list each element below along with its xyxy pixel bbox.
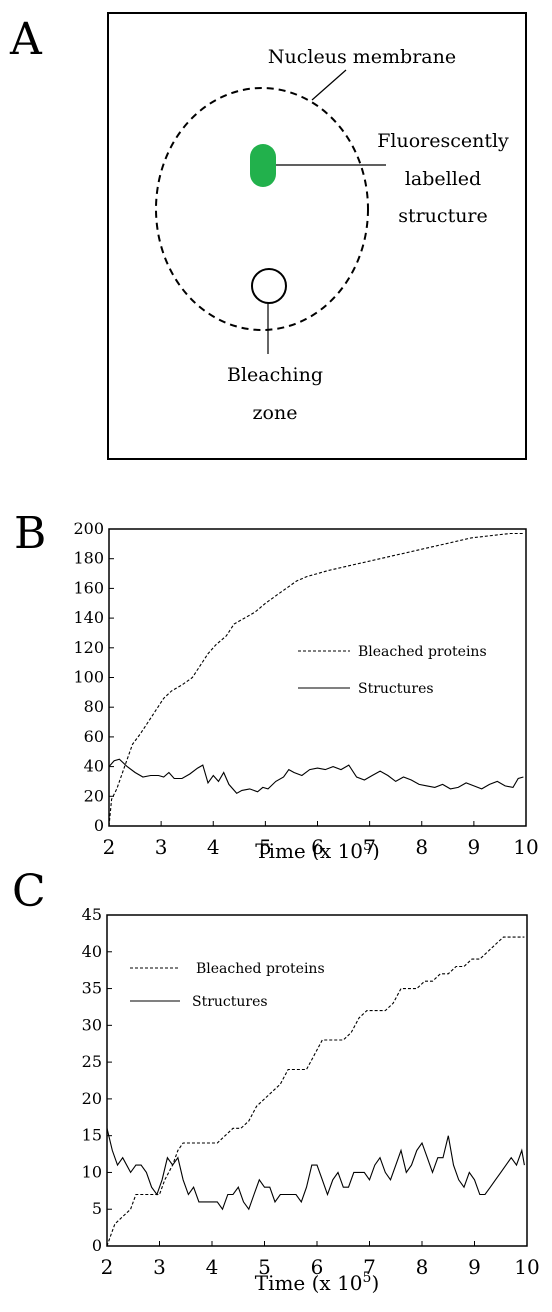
x-tick-label: 2 xyxy=(103,835,116,859)
y-tick-label: 35 xyxy=(82,979,102,998)
plot-frame xyxy=(108,528,527,827)
y-tick-label: 0 xyxy=(92,1236,102,1255)
x-tick-label: 10 xyxy=(513,835,538,859)
y-tick-label: 0 xyxy=(94,816,104,835)
y-tick-label: 30 xyxy=(82,1015,102,1034)
x-axis-label: Time (x 105) xyxy=(255,1270,380,1295)
series-line-structures xyxy=(106,1128,525,1211)
membrane-leader-line xyxy=(311,69,347,101)
y-tick-label: 200 xyxy=(73,519,104,538)
y-tick-label: 180 xyxy=(73,549,104,568)
x-tick-label: 8 xyxy=(416,1255,429,1279)
x-tick-label: 8 xyxy=(415,835,428,859)
x-tick-label: 6 xyxy=(311,1255,324,1279)
bleaching-zone xyxy=(251,268,287,304)
panel-label-c: C xyxy=(12,866,46,917)
nucleus-membrane xyxy=(155,87,369,331)
x-tick-label: 5 xyxy=(258,1255,271,1279)
chart-b: 0 20 40 60 80 100 120 140 160 180 200 2 3 4 5 6 7 8 9 10 Tim… xyxy=(73,519,538,860)
x-tick-label: 3 xyxy=(155,835,168,859)
legend-entry: Structures xyxy=(192,994,268,1010)
diagram-frame xyxy=(107,12,527,460)
y-tick-label: 20 xyxy=(82,1089,102,1108)
structure-label-line-3: structure xyxy=(398,205,488,227)
legend-entry: Bleached proteins xyxy=(196,961,325,977)
y-tick-label: 15 xyxy=(82,1126,102,1145)
y-tick-label: 140 xyxy=(73,608,104,627)
y-tick-label: 45 xyxy=(82,905,102,924)
y-tick-label: 60 xyxy=(84,727,104,746)
y-tick-label: 25 xyxy=(82,1052,102,1071)
panel-label-a: A xyxy=(10,14,42,65)
y-tick-label: 5 xyxy=(92,1199,102,1218)
x-tick-label: 9 xyxy=(468,1255,481,1279)
series-line-bleached-proteins xyxy=(108,532,524,827)
panel-label-b: B xyxy=(14,508,47,559)
y-tick-label: 10 xyxy=(82,1162,102,1181)
structure-label-line-1: Fluorescently xyxy=(377,130,509,152)
x-tick-label: 7 xyxy=(363,1255,376,1279)
membrane-label: Nucleus membrane xyxy=(268,46,456,68)
legend-entry: Structures xyxy=(358,681,434,697)
x-axis-label: Time (x 105) xyxy=(255,838,380,860)
bleach-label-line-2: zone xyxy=(253,402,298,424)
x-tick-label: 10 xyxy=(514,1255,539,1279)
y-tick-label: 40 xyxy=(84,757,104,776)
series-line-bleached-proteins xyxy=(106,936,525,1247)
nucleus-diagram: Nucleus membrane Fluorescently labelled … xyxy=(107,12,527,460)
bleach-label-line-1: Bleaching xyxy=(227,364,323,386)
y-tick-label: 120 xyxy=(73,638,104,657)
x-tick-label: 4 xyxy=(207,835,220,859)
y-tick-label: 80 xyxy=(84,697,104,716)
fluorescent-structure xyxy=(250,144,276,187)
series-line-structures xyxy=(108,758,524,794)
x-tick-label: 4 xyxy=(206,1255,219,1279)
y-tick-label: 160 xyxy=(73,578,104,597)
y-tick-label: 40 xyxy=(82,942,102,961)
y-tick-label: 100 xyxy=(73,668,104,687)
x-tick-label: 5 xyxy=(259,835,272,859)
x-tick-label: 9 xyxy=(468,835,481,859)
x-tick-label: 7 xyxy=(363,835,376,859)
structure-label-line-2: labelled xyxy=(405,168,481,190)
y-tick-label: 20 xyxy=(84,786,104,805)
x-tick-label: 6 xyxy=(311,835,324,859)
legend-entry: Bleached proteins xyxy=(358,644,487,660)
x-tick-label: 2 xyxy=(101,1255,114,1279)
x-tick-label: 3 xyxy=(153,1255,166,1279)
